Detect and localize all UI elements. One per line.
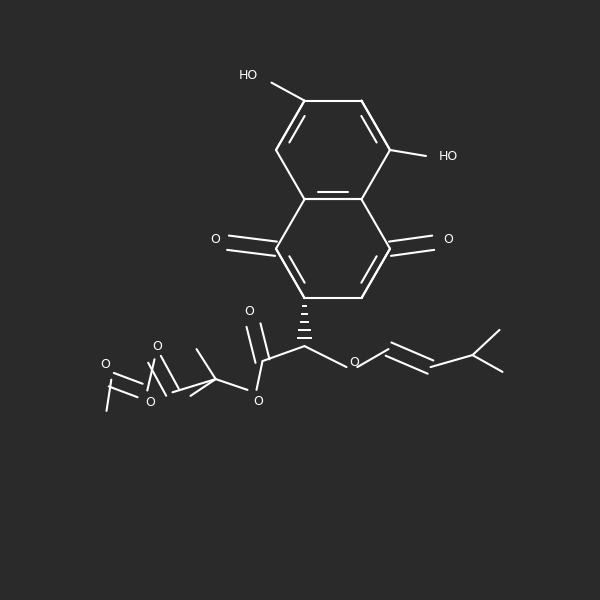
Text: HO: HO [439, 149, 458, 163]
Text: O: O [210, 233, 220, 246]
Text: O: O [349, 356, 359, 369]
Text: O: O [100, 358, 110, 371]
Text: O: O [145, 396, 155, 409]
Text: O: O [253, 395, 263, 409]
Text: O: O [244, 305, 254, 319]
Text: O: O [152, 340, 163, 353]
Text: O: O [443, 233, 453, 246]
Text: HO: HO [239, 69, 259, 82]
